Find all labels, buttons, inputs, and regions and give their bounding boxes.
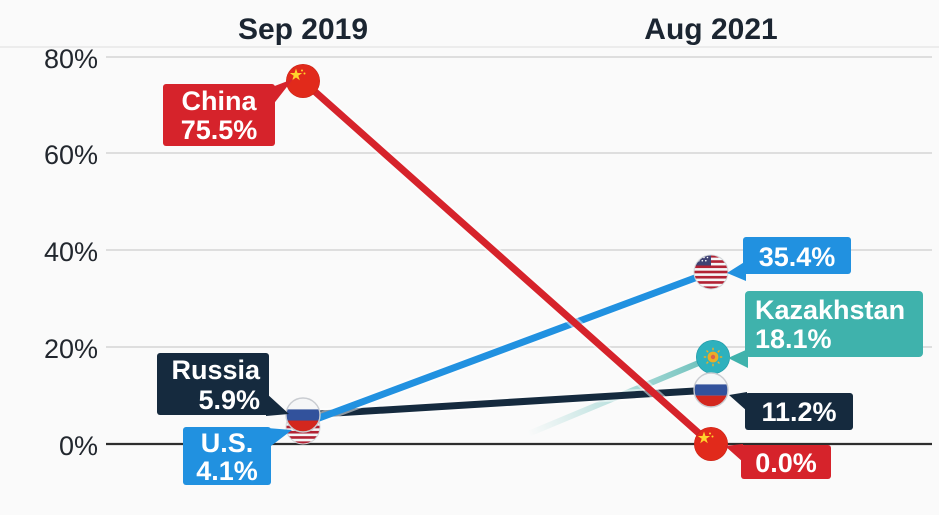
us-2019-callout: U.S. 4.1% [183,427,292,486]
us-2021-value: 35.4% [759,242,836,272]
kazakhstan-2021-name: Kazakhstan [755,295,905,325]
china-2019-value: 75.5% [181,115,258,145]
column-headers: Sep 2019 Aug 2021 [238,13,778,46]
us-flag-icon [694,255,728,289]
kazakhstan-2021-value: 18.1% [755,324,832,354]
china-2021-value: 0.0% [755,448,817,478]
column-header-right: Aug 2021 [644,13,777,46]
china-flag-icon [694,427,728,461]
y-tick-60: 60% [44,140,98,170]
us-2019-value: 4.1% [196,456,258,486]
china-2021-callout: 0.0% [725,444,831,479]
us-2019-name: U.S. [201,428,254,458]
kazakhstan-flag-icon [696,340,730,374]
russia-2019-value: 5.9% [198,385,260,415]
us-line [301,268,713,428]
china-2019-name: China [181,86,257,116]
russia-2021-callout: 11.2% [729,392,853,430]
russia-flag-icon [694,373,728,407]
y-tick-0: 0% [59,431,98,461]
us-2021-callout: 35.4% [727,237,851,281]
kazakhstan-2021-callout: Kazakhstan 18.1% [728,291,923,368]
column-header-left: Sep 2019 [238,13,368,46]
series-lines [299,76,716,449]
y-axis-ticks: 80% 60% 40% 20% 0% [44,44,98,461]
china-line [300,78,714,447]
russia-flag-icon [286,398,320,432]
y-tick-20: 20% [44,334,98,364]
russia-line [302,386,712,419]
china-2019-callout: China 75.5% [163,79,293,146]
callout-labels: China 75.5% Russia 5.9% U.S. 4.1% 35.4% … [157,79,923,486]
russia-2019-callout: Russia 5.9% [157,353,289,416]
russia-2019-name: Russia [171,355,261,385]
y-tick-40: 40% [44,237,98,267]
y-tick-80: 80% [44,44,98,74]
russia-2021-value: 11.2% [761,397,836,427]
